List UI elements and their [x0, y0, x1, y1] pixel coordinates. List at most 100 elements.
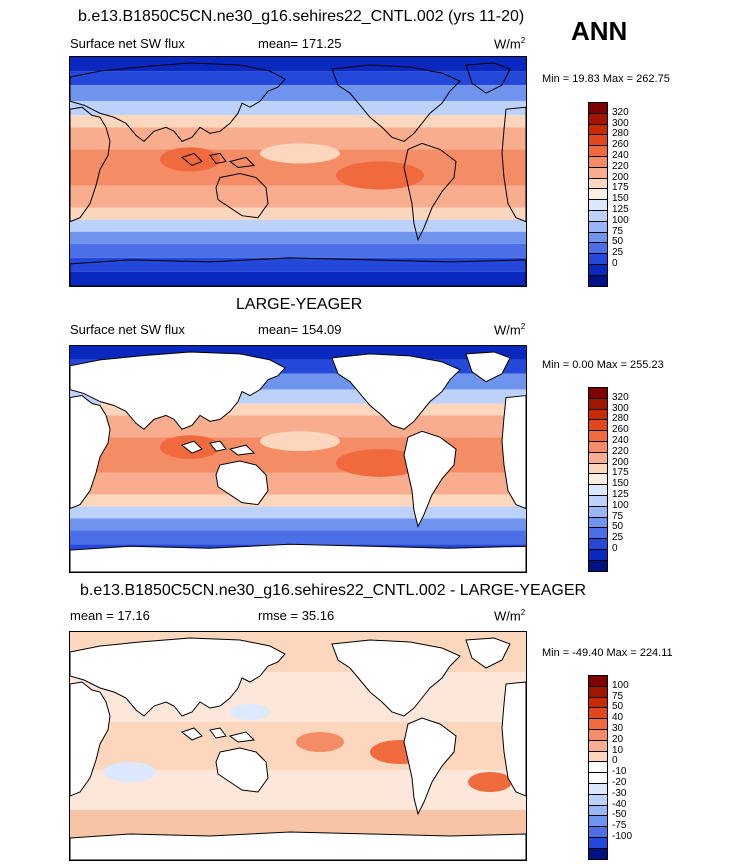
colorbar-tick-label: 200: [612, 171, 629, 183]
panel1-left-label: Surface net SW flux: [70, 36, 185, 51]
colorbar-tick-label: -50: [612, 809, 627, 821]
panel2-map: [69, 345, 527, 573]
colorbar-tick-label: -75: [612, 820, 627, 832]
colorbar-tick-label: -10: [612, 766, 627, 778]
panel1-units: W/m2: [494, 36, 526, 52]
colorbar-tick-label: 300: [612, 402, 629, 414]
colorbar-tick-label: 0: [612, 543, 618, 554]
continent-outline: [180, 152, 256, 169]
panel2-minmax: Min = 0.00 Max = 255.23: [542, 359, 664, 371]
colorbar-tick-label: 320: [612, 391, 629, 403]
field-band: [70, 472, 526, 495]
colorbar-tick-label: 40: [612, 712, 624, 724]
colorbar-tick-label: -20: [612, 777, 627, 788]
panel3-title: b.e13.B1850C5CN.ne30_g16.sehires22_CNTL.…: [80, 582, 587, 599]
panel2-mean: mean= 154.09: [258, 322, 342, 337]
map-svg: [70, 346, 526, 572]
season-label: ANN: [571, 16, 628, 46]
field-band: [70, 518, 526, 531]
field-band: [70, 185, 526, 208]
panel3-units: W/m2: [494, 608, 526, 624]
panel1-title: b.e13.B1850C5CN.ne30_g16.sehires22_CNTL.…: [78, 8, 525, 25]
continent-outline: [70, 257, 526, 286]
field-band: [70, 506, 526, 519]
continent-outline: [70, 351, 286, 430]
field-band: [70, 115, 526, 128]
continent-outline: [501, 681, 526, 797]
field-blob: [260, 431, 340, 452]
colorbar-tick-label: 260: [612, 139, 629, 151]
colorbar-tick-label: 125: [612, 204, 629, 215]
field-band: [70, 231, 526, 244]
panel1-minmax: Min = 19.83 Max = 262.75: [542, 73, 670, 85]
colorbar-swatch: [588, 559, 608, 572]
colorbar-swatch: [588, 847, 608, 860]
colorbar-tick-label: 150: [612, 478, 629, 490]
colorbar-tick-label: 240: [612, 435, 629, 446]
panel3-rmse: rmse = 35.16: [258, 608, 335, 623]
colorbar-tick-label: 100: [612, 214, 629, 226]
continent-outline: [215, 172, 269, 219]
panel3-mean: mean = 17.16: [70, 608, 150, 623]
colorbar-tick-label: 100: [612, 679, 629, 691]
continent-outline: [180, 727, 256, 743]
colorbar-tick-label: 0: [612, 258, 618, 269]
field-band: [70, 219, 526, 232]
continent-outline: [331, 639, 461, 717]
field-blob: [336, 161, 424, 190]
colorbar-tick-label: 125: [612, 489, 629, 500]
colorbar-tick-label: 75: [612, 510, 624, 522]
colorbar-tick-label: -100: [612, 831, 633, 842]
colorbar-tick-label: -30: [612, 787, 627, 799]
continent-outline: [70, 62, 286, 143]
colorbar-tick-label: 200: [612, 456, 629, 468]
colorbar-tick-label: 10: [612, 744, 624, 756]
continent-outline: [70, 681, 111, 797]
map-svg: [70, 57, 526, 286]
continent-outline: [403, 142, 457, 242]
map-svg: [70, 632, 526, 860]
colorbar-tick-label: 25: [612, 247, 624, 259]
field-blob: [296, 732, 344, 752]
colorbar-tick-label: 20: [612, 733, 624, 745]
continent-outline: [331, 64, 461, 142]
continent-outline: [403, 717, 457, 816]
colorbar-tick-label: -40: [612, 798, 627, 810]
colorbar-tick-label: 175: [612, 182, 629, 194]
continent-outline: [215, 460, 269, 506]
panel3-map: [69, 631, 527, 861]
continent-outline: [70, 543, 526, 572]
colorbar-tick-label: 50: [612, 236, 624, 248]
panel2-left-label: Surface net SW flux: [70, 322, 185, 337]
colorbar-swatch: [588, 274, 608, 287]
field-band: [70, 127, 526, 150]
field-band: [70, 71, 526, 86]
field-band: [70, 494, 526, 507]
continent-outline: [331, 353, 461, 430]
field-band: [70, 271, 526, 286]
field-band: [70, 530, 526, 545]
field-blob: [160, 147, 220, 172]
colorbar-tick-label: 75: [612, 225, 624, 237]
field-band: [70, 403, 526, 416]
panel3-minmax: Min = -49.40 Max = 224.11: [542, 647, 673, 659]
colorbar-tick-label: 320: [612, 106, 629, 118]
continent-outline: [70, 395, 111, 510]
field-band: [70, 207, 526, 220]
field-blob: [336, 449, 424, 477]
continent-outline: [215, 747, 269, 793]
continent-outline: [465, 351, 511, 383]
colorbar-tick-label: 30: [612, 723, 624, 734]
colorbar-tick-label: 50: [612, 521, 624, 533]
panel1-map: [69, 56, 527, 287]
colorbar-tick-label: 25: [612, 532, 624, 544]
continent-outline: [465, 637, 511, 669]
colorbar-tick-label: 150: [612, 193, 629, 205]
colorbar-tick-label: 240: [612, 150, 629, 161]
continent-outline: [465, 62, 511, 94]
field-blob: [230, 704, 270, 720]
field-blob: [104, 762, 156, 782]
colorbar-tick-label: 0: [612, 755, 618, 767]
continent-outline: [70, 106, 111, 223]
field-blob: [260, 143, 340, 164]
